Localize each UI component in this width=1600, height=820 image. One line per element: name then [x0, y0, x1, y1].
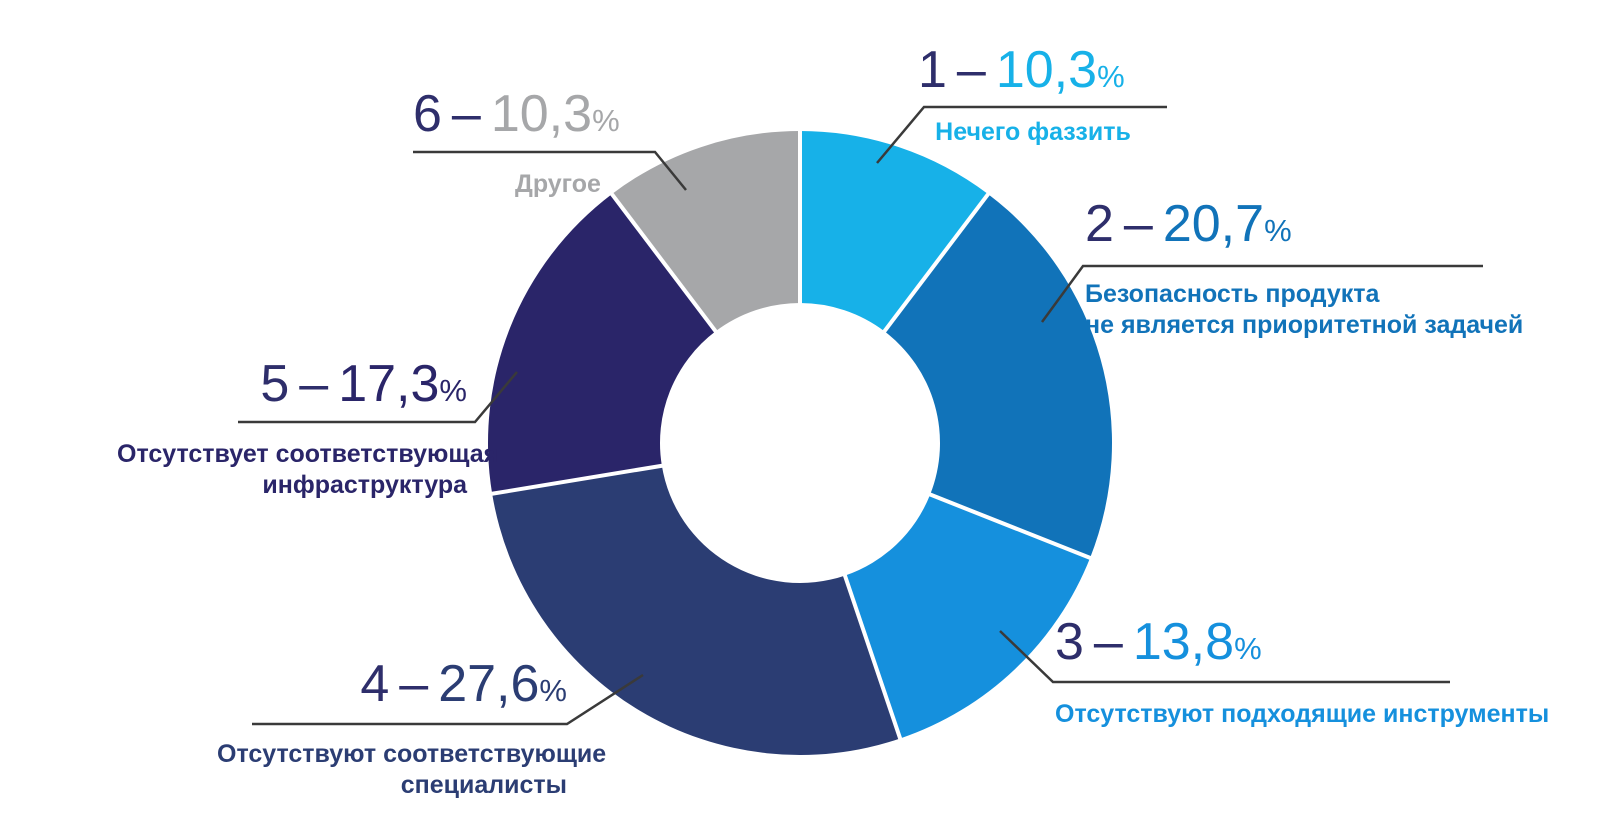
segment-3-value: 3–13,8%: [1055, 613, 1262, 671]
segment-separator: [882, 192, 991, 334]
donut-segment-2: [884, 194, 1112, 558]
callout-segment-2: 2–20,7% Безопасность продукта не являетс…: [1085, 195, 1524, 341]
segment-4-caption: Отсутствуют соответствующие специалисты: [217, 740, 607, 799]
segment-1-caption: Нечего фаззить: [935, 118, 1131, 146]
callout-segment-5: 5–17,3% Отсутствует соответствующая инфр…: [117, 355, 499, 501]
donut-segment-6: [611, 131, 800, 332]
callout-segment-4: 4–27,6% Отсутствуют соответствующие спец…: [217, 655, 607, 801]
callout-segment-1: 1–10,3% Нечего фаззить: [918, 44, 1168, 148]
segment-separator: [928, 492, 1092, 561]
donut-segment-3: [844, 494, 1091, 739]
segment-2-value: 2–20,7%: [1085, 195, 1292, 253]
segment-1-value: 1–10,3%: [918, 41, 1125, 99]
leader-line-segment-4: [252, 673, 644, 726]
callout-segment-6: 6–10,3% Другое: [413, 88, 663, 200]
leader-line-segment-5: [238, 371, 518, 424]
segment-separator: [490, 463, 664, 496]
segment-separator: [609, 192, 718, 334]
segment-separator: [842, 574, 903, 741]
segment-6-caption: Другое: [515, 170, 601, 198]
segment-3-caption: Отсутствуют подходящие инструменты: [1055, 700, 1550, 728]
callout-segment-3: 3–13,8% Отсутствуют подходящие инструмен…: [1055, 613, 1550, 730]
segment-4-value: 4–27,6%: [360, 655, 567, 713]
leader-line-segment-6: [413, 150, 687, 191]
leader-line-segment-3: [999, 630, 1450, 684]
leader-line-segment-1: [876, 105, 1167, 164]
leader-line-segment-2: [1040, 264, 1483, 323]
segment-2-caption: Безопасность продукта не является приори…: [1085, 280, 1524, 339]
segment-5-value: 5–17,3%: [260, 355, 467, 413]
donut-segment-1: [800, 131, 989, 332]
donut-segment-5: [487, 194, 716, 494]
segment-6-value: 6–10,3%: [413, 85, 620, 143]
segment-5-caption: Отсутствует соответствующая инфраструкту…: [117, 440, 499, 499]
donut-segment-4: [492, 465, 901, 756]
